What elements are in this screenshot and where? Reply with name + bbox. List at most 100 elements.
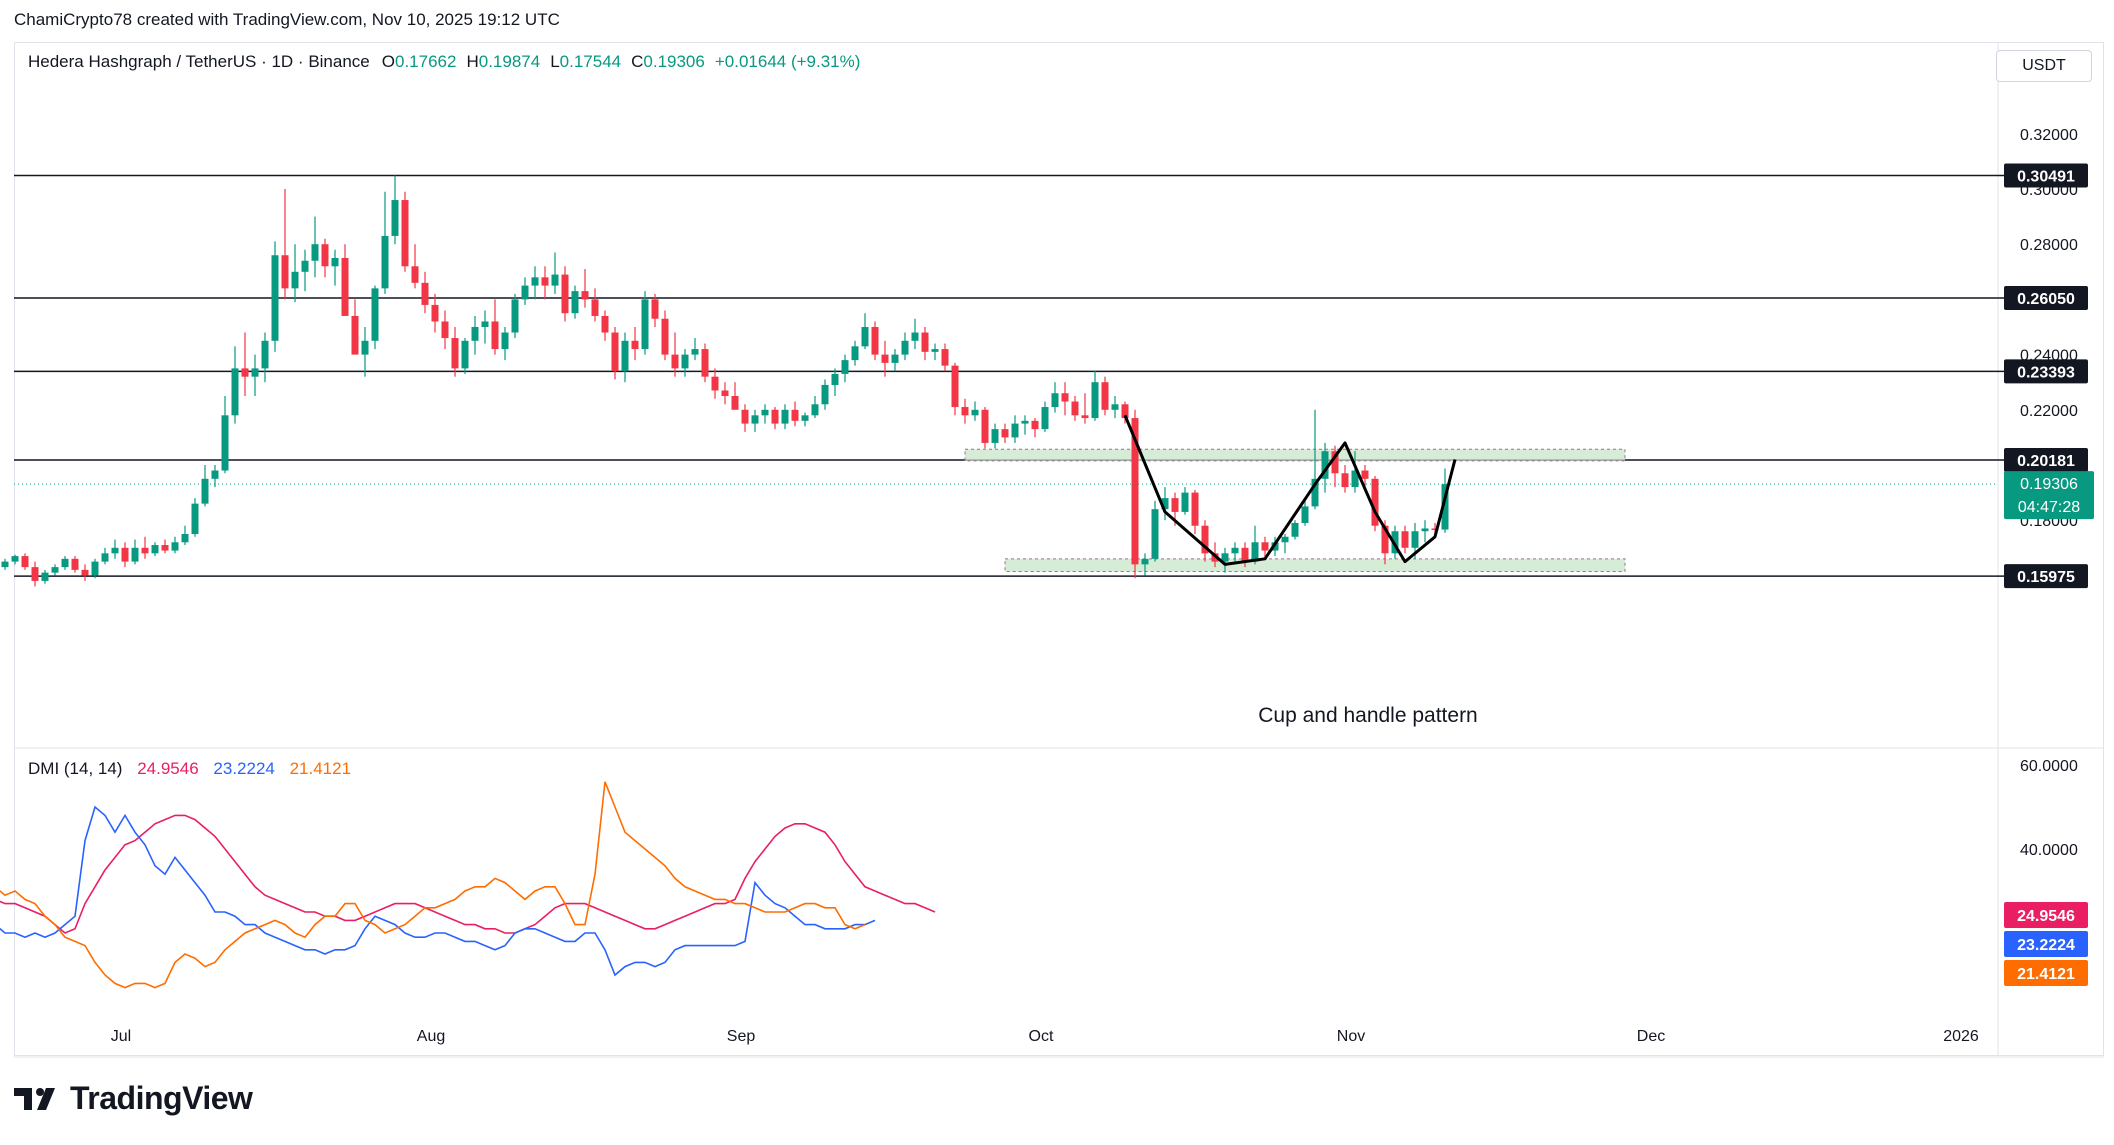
candle[interactable] (1291, 522, 1299, 537)
candle[interactable] (151, 545, 159, 554)
candle[interactable] (831, 373, 839, 385)
candle[interactable] (361, 340, 369, 355)
candle[interactable] (391, 200, 399, 236)
candle[interactable] (1021, 420, 1029, 424)
candle[interactable] (191, 503, 199, 534)
candle[interactable] (111, 547, 119, 554)
candle[interactable] (1371, 478, 1379, 526)
candle[interactable] (221, 415, 229, 471)
candle[interactable] (721, 390, 729, 396)
candle[interactable] (331, 258, 339, 267)
candle[interactable] (601, 315, 609, 333)
candle[interactable] (1061, 393, 1069, 402)
candle[interactable] (431, 304, 439, 322)
candle[interactable] (1441, 484, 1449, 530)
candle[interactable] (841, 360, 849, 374)
candle[interactable] (181, 534, 189, 543)
dmi-value-tag[interactable] (2004, 902, 2088, 928)
candle[interactable] (671, 354, 679, 369)
cup-handle-curve[interactable] (1123, 414, 1457, 566)
candle[interactable] (1261, 542, 1269, 551)
candle[interactable] (1361, 470, 1369, 479)
candle[interactable] (741, 409, 749, 424)
candle[interactable] (1351, 470, 1359, 488)
candle[interactable] (981, 409, 989, 443)
candle[interactable] (421, 282, 429, 305)
candle[interactable] (911, 332, 919, 341)
candle[interactable] (441, 321, 449, 339)
candle[interactable] (971, 409, 979, 416)
candle[interactable] (1171, 498, 1179, 512)
level-price-tag[interactable] (2004, 359, 2088, 384)
candle[interactable] (1111, 404, 1119, 410)
candle[interactable] (461, 340, 469, 369)
candle[interactable] (271, 255, 279, 341)
candle[interactable] (11, 556, 19, 562)
candle[interactable] (1121, 404, 1129, 419)
candle[interactable] (101, 553, 109, 562)
candle[interactable] (61, 558, 69, 568)
level-price-tag[interactable] (2004, 564, 2088, 589)
candle[interactable] (1101, 382, 1109, 410)
candle[interactable] (881, 354, 889, 363)
candle[interactable] (621, 340, 629, 372)
candle[interactable] (1091, 382, 1099, 419)
candle[interactable] (491, 321, 499, 350)
candle[interactable] (1001, 429, 1009, 438)
tradingview-logo[interactable]: TradingView (14, 1080, 253, 1117)
candle[interactable] (861, 327, 869, 347)
last-price-tag[interactable] (2004, 471, 2094, 520)
candle[interactable] (1081, 415, 1089, 419)
candle[interactable] (561, 274, 569, 314)
candle[interactable] (921, 332, 929, 352)
candle[interactable] (1301, 506, 1309, 523)
candle[interactable] (121, 547, 129, 562)
candle[interactable] (1041, 407, 1049, 430)
candle[interactable] (351, 315, 359, 355)
candle[interactable] (31, 567, 39, 581)
candle[interactable] (1011, 423, 1019, 438)
candle[interactable] (1401, 531, 1409, 548)
candle[interactable] (471, 327, 479, 341)
candle[interactable] (251, 368, 259, 377)
candle[interactable] (701, 349, 709, 377)
candle[interactable] (71, 558, 79, 570)
candle[interactable] (341, 258, 349, 316)
candle[interactable] (161, 545, 169, 551)
candle[interactable] (1181, 492, 1189, 512)
candle[interactable] (141, 547, 149, 554)
candle[interactable] (521, 285, 529, 300)
candle[interactable] (481, 321, 489, 327)
candle[interactable] (1071, 401, 1079, 416)
candle[interactable] (1311, 478, 1319, 507)
candle[interactable] (761, 409, 769, 416)
candle[interactable] (311, 244, 319, 261)
candle[interactable] (1161, 498, 1169, 510)
candle[interactable] (231, 368, 239, 416)
candle[interactable] (131, 547, 139, 562)
candle[interactable] (1051, 393, 1059, 408)
level-price-tag[interactable] (2004, 448, 2088, 473)
candle[interactable] (581, 291, 589, 300)
candle[interactable] (901, 340, 909, 355)
candle[interactable] (211, 470, 219, 479)
candle[interactable] (321, 244, 329, 267)
candle[interactable] (591, 299, 599, 316)
candle[interactable] (1131, 418, 1139, 565)
candle[interactable] (1341, 473, 1349, 488)
candle[interactable] (531, 277, 539, 286)
level-price-tag[interactable] (2004, 163, 2088, 188)
candle[interactable] (91, 561, 99, 576)
candle[interactable] (1331, 451, 1339, 474)
dmi-value-tag[interactable] (2004, 931, 2088, 957)
candle[interactable] (281, 255, 289, 289)
candle[interactable] (951, 365, 959, 408)
candle[interactable] (1221, 553, 1229, 562)
candle[interactable] (731, 396, 739, 410)
candle[interactable] (771, 409, 779, 424)
candle[interactable] (781, 409, 789, 424)
candle[interactable] (801, 415, 809, 421)
candle[interactable] (1281, 536, 1289, 543)
candle[interactable] (931, 349, 939, 352)
